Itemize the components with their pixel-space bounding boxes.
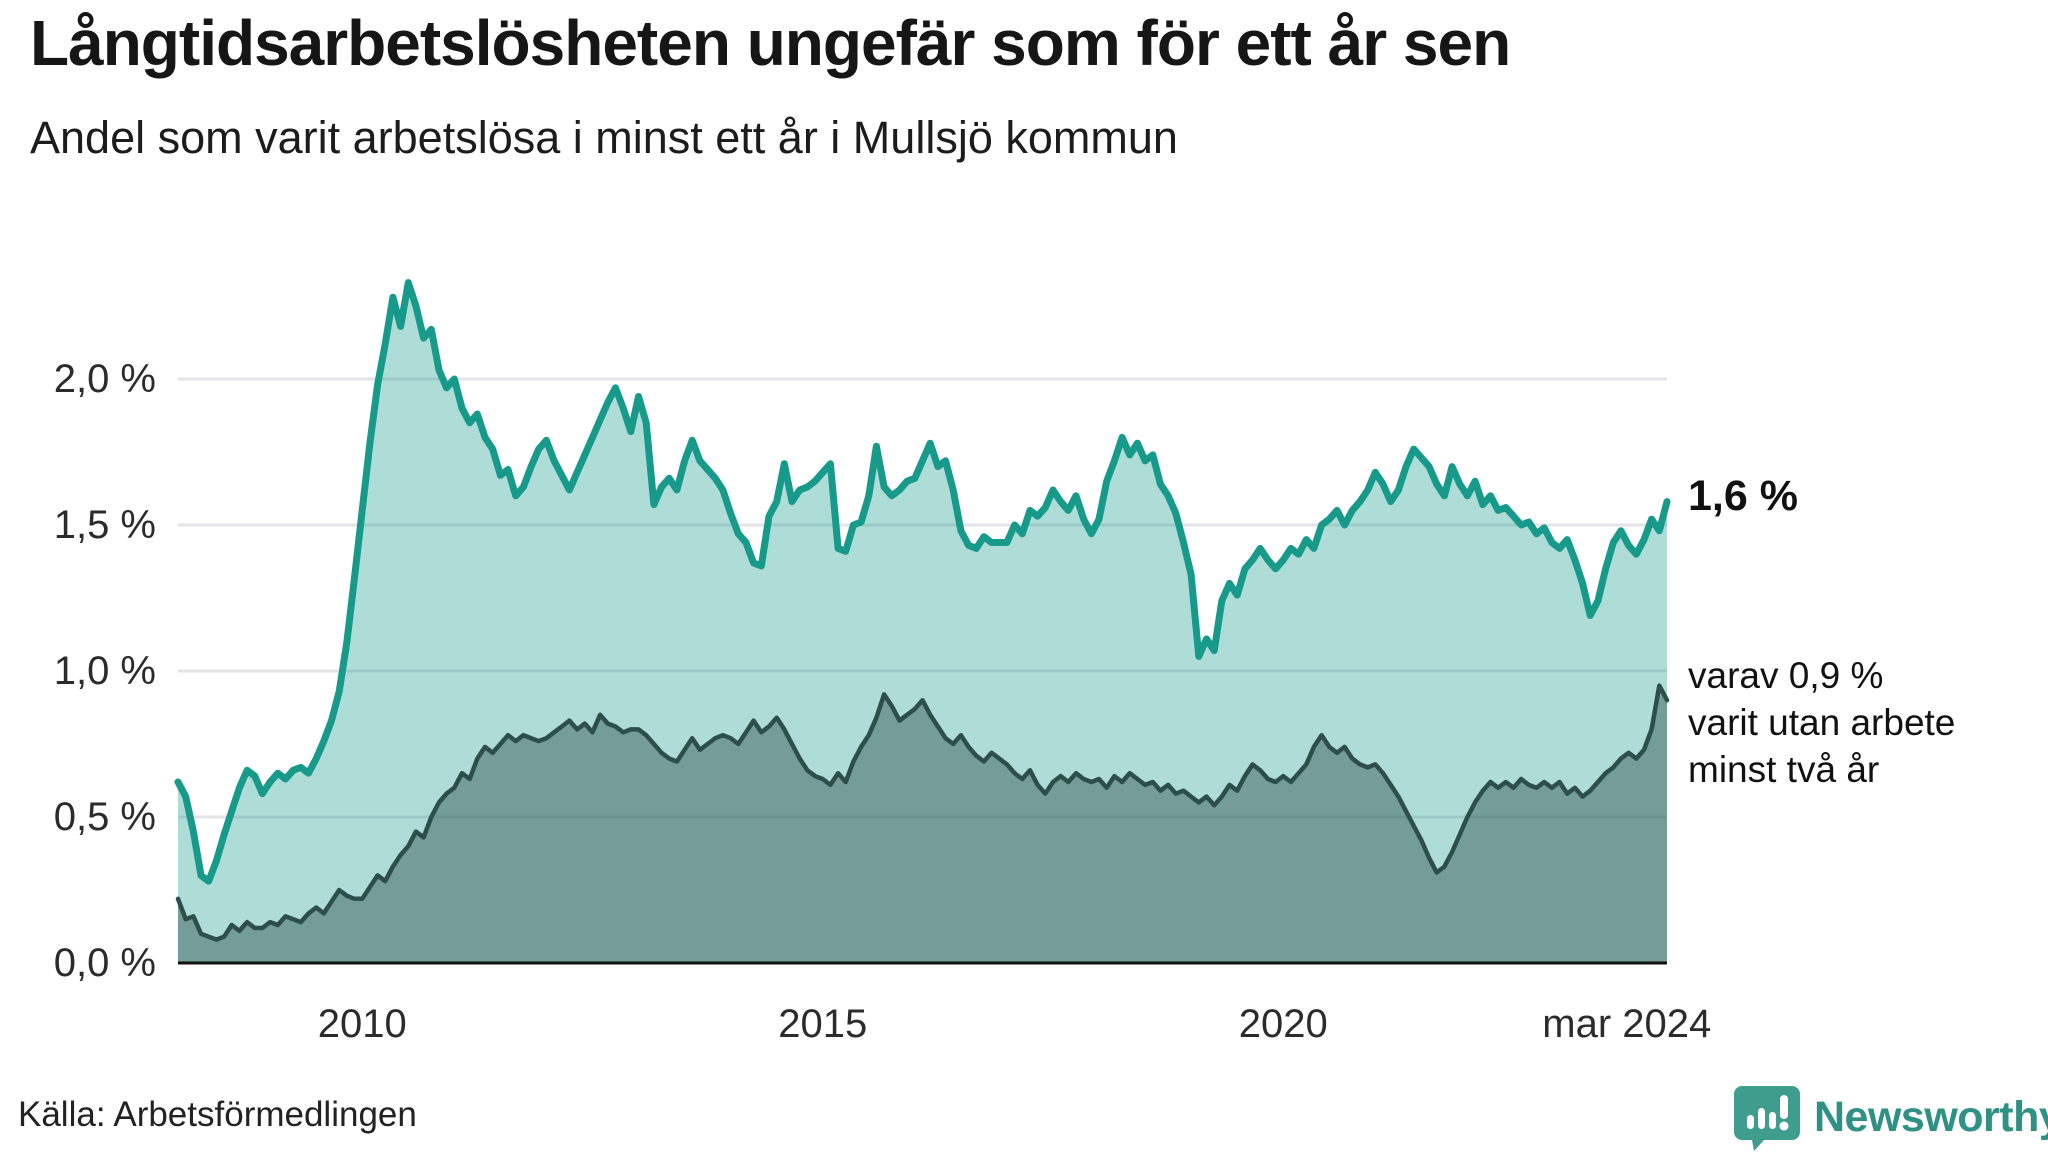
x-axis-tick-label: 2010: [317, 1002, 407, 1046]
annotation-line: varav 0,9 %: [1688, 655, 1884, 696]
secondary-series-annotation: varav 0,9 % varit utan arbete minst två …: [1688, 652, 1955, 793]
series-area-min-two-years: [178, 685, 1667, 963]
annotation-line: varit utan arbete: [1688, 702, 1956, 743]
source-credit: Källa: Arbetsförmedlingen: [18, 1095, 417, 1134]
series-line-min-one-year: [174, 279, 1671, 885]
x-axis-tick-label: 2020: [1238, 1002, 1328, 1046]
y-axis-tick-label: 0,5 %: [53, 795, 156, 839]
y-axis-tick-label: 2,0 %: [53, 357, 156, 401]
series-line-min-two-years: [175, 683, 1670, 942]
page-title: Långtidsarbetslösheten ungefär som för e…: [30, 7, 1511, 79]
newsworthy-logo-icon: [1734, 1086, 1800, 1151]
y-axis-tick-label: 0,0 %: [53, 941, 156, 985]
x-axis-tick-label: mar 2024: [1542, 1002, 1712, 1046]
y-axis-tick-label: 1,0 %: [53, 649, 156, 693]
chart-subtitle: Andel som varit arbetslösa i minst ett å…: [30, 112, 1178, 163]
x-axis-tick-label: 2015: [778, 1002, 868, 1046]
newsworthy-wordmark: Newsworthy: [1814, 1092, 2048, 1141]
y-axis-tick-label: 1,5 %: [53, 503, 156, 547]
latest-value-label: 1,6 %: [1688, 472, 1798, 520]
newsworthy-branding: Newsworthy: [1734, 1084, 2048, 1151]
annotation-line: minst två år: [1688, 749, 1880, 790]
